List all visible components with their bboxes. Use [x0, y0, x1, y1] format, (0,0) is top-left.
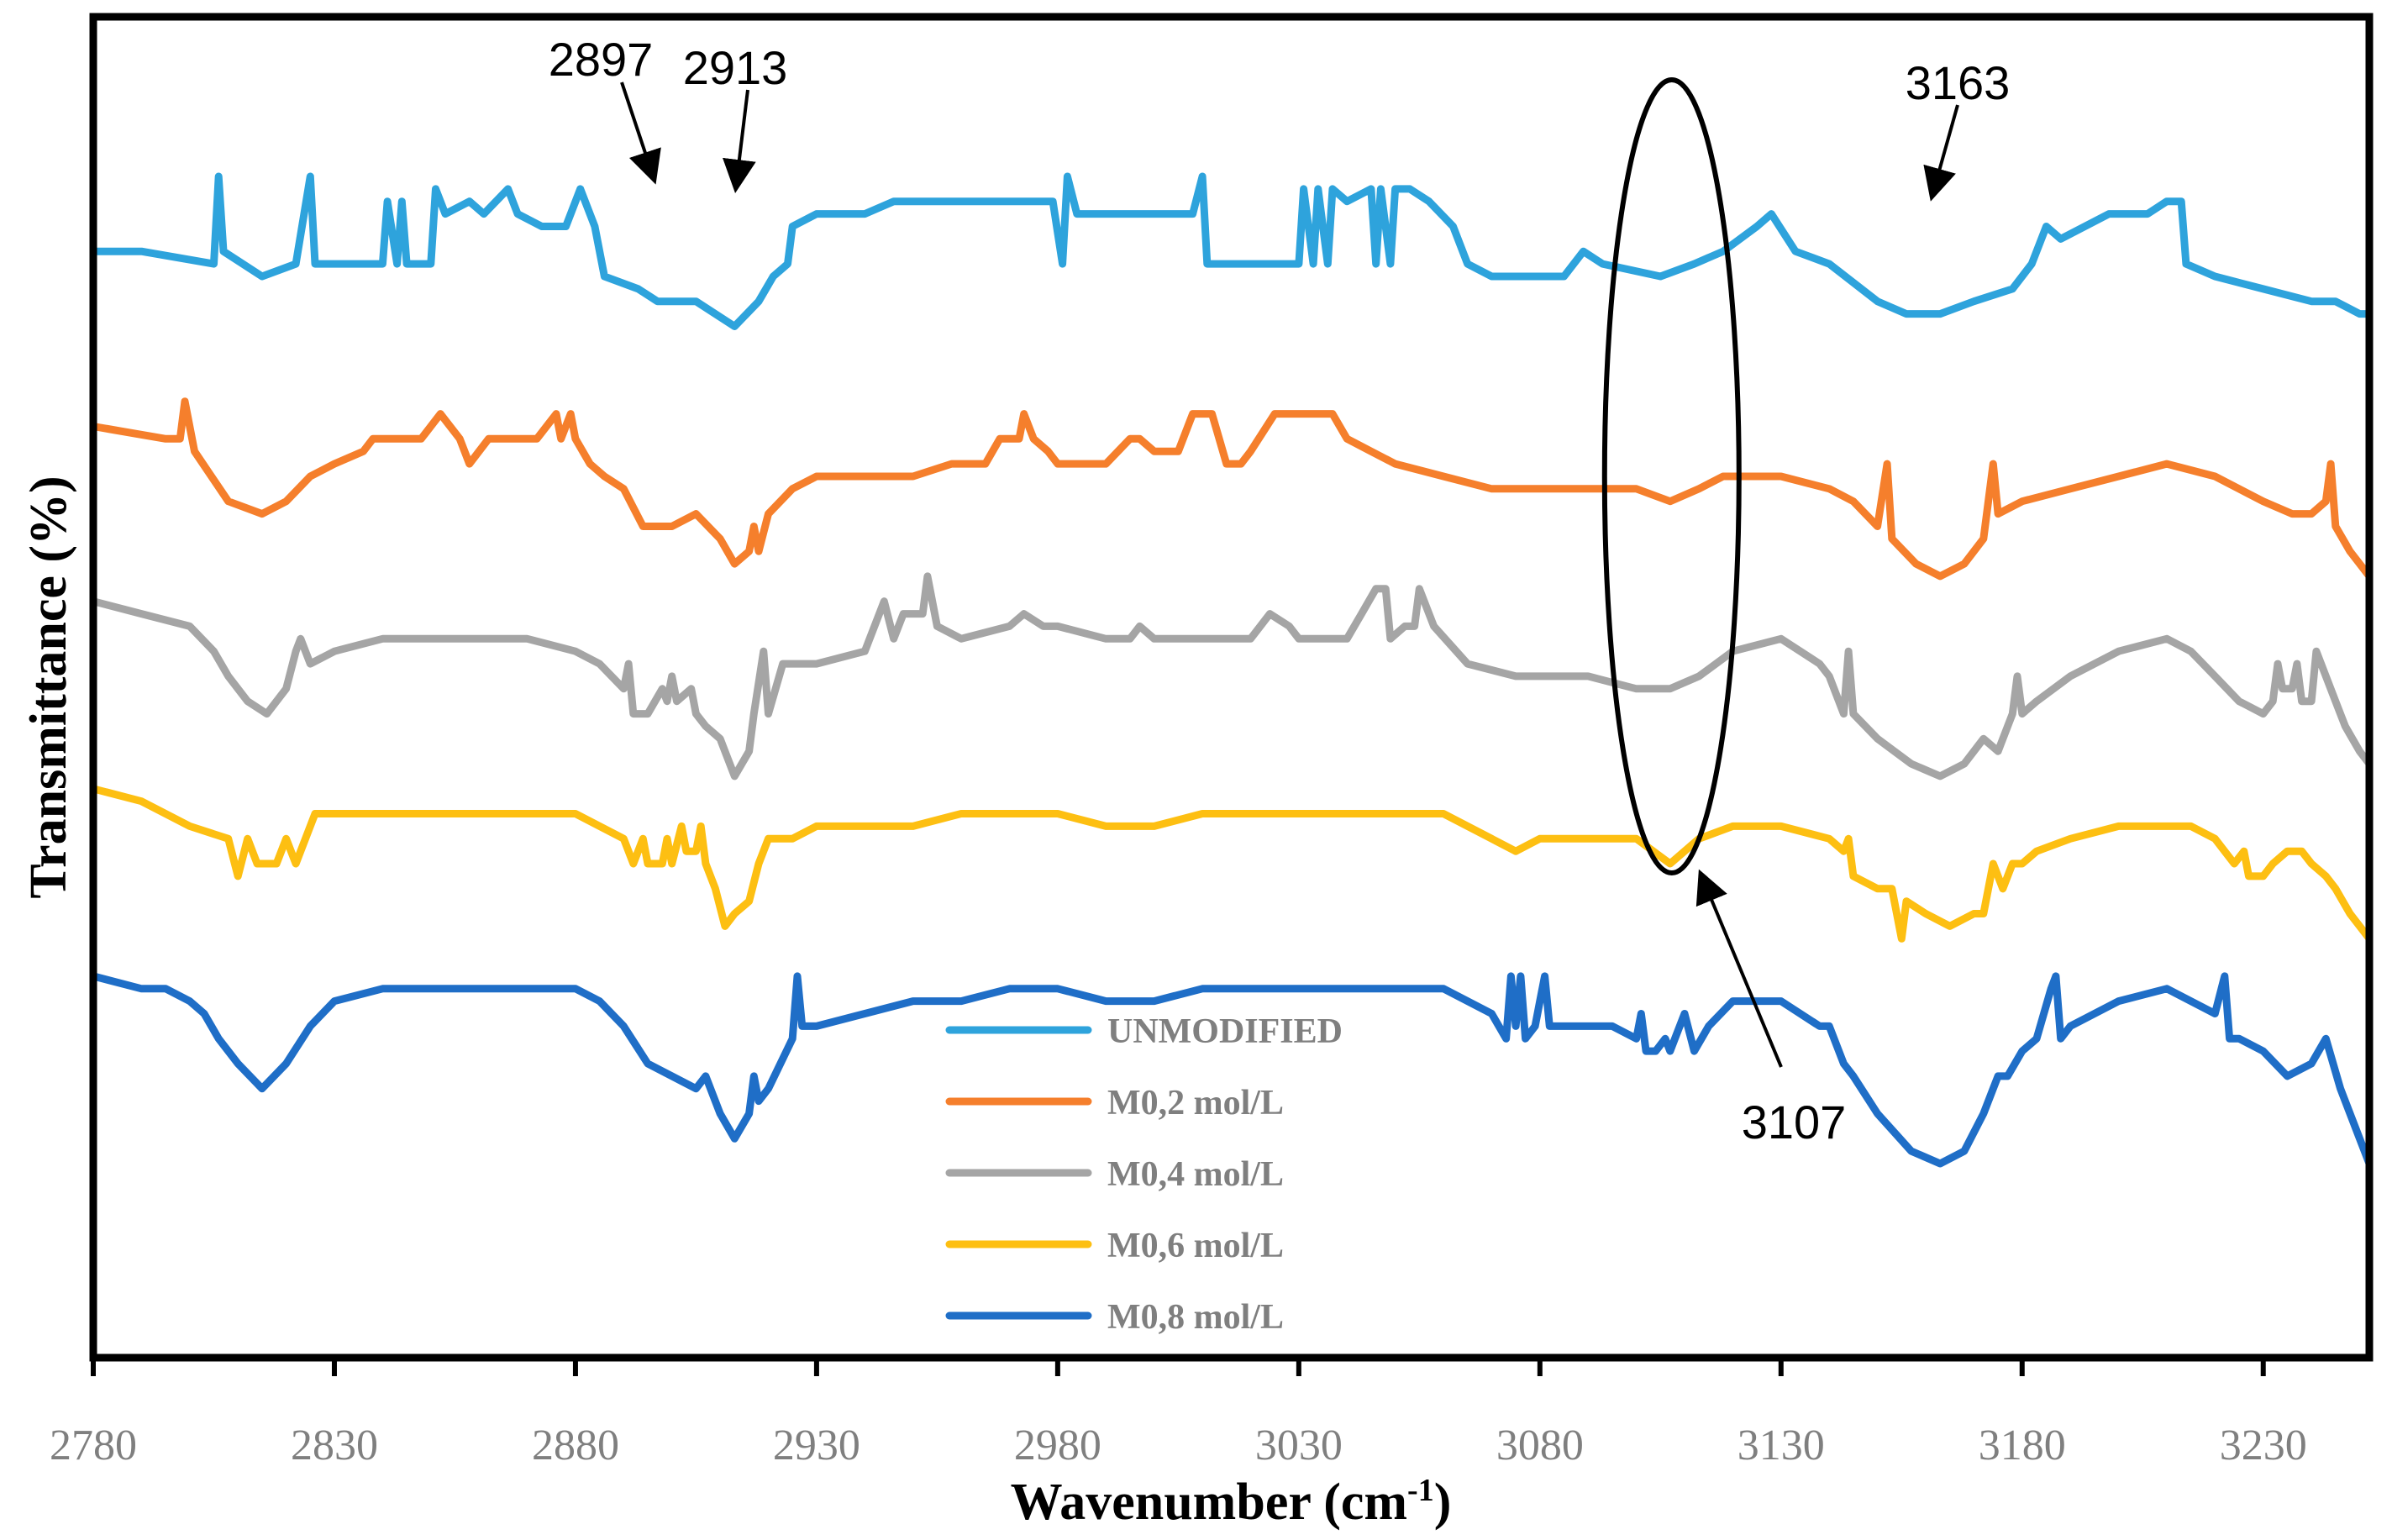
x-axis-title-sup: -1 [1407, 1473, 1434, 1508]
series-line-3 [89, 785, 2374, 943]
x-tick-label-6: 3080 [1496, 1422, 1584, 1469]
x-tick-label-0: 2780 [50, 1422, 137, 1469]
annotation-layer: 2897 2913 3163 3107 [549, 33, 2011, 1148]
legend: UNMODIFIED M0,2 mol/L M0,4 mol/L M0,6 mol/L… [945, 1012, 1343, 1337]
legend-label-3: M0,6 mol/L [1107, 1227, 1284, 1265]
x-axis-title-tail: ) [1434, 1474, 1452, 1531]
plot-area-frame [89, 13, 2374, 1362]
annotation-label-3: 3107 [1742, 1096, 1847, 1148]
series-line-4 [89, 972, 2374, 1168]
x-axis-ticks: 2780 2830 2880 2930 2980 3030 3080 3130 3180 3230 [50, 1358, 2307, 1469]
legend-label-2: M0,4 mol/L [1107, 1155, 1284, 1194]
x-axis-title-main: Wavenumber (cm [1011, 1474, 1407, 1531]
annotation-arrow-3 [1695, 869, 1783, 1068]
annotation-label-0: 2897 [549, 33, 654, 86]
highlight-ellipse [1601, 77, 1742, 875]
series-line-0 [89, 172, 2374, 330]
y-axis-title: Transmittance (%) [20, 476, 77, 898]
x-tick-label-5: 3030 [1255, 1422, 1343, 1469]
x-axis-title: Wavenumber (cm-1) [1011, 1473, 1452, 1531]
annotation-arrow-0 [620, 81, 661, 185]
x-tick-label-1: 2830 [291, 1422, 378, 1469]
legend-label-0: UNMODIFIED [1107, 1012, 1343, 1051]
series-line-1 [89, 397, 2374, 581]
x-tick-label-8: 3180 [1979, 1422, 2066, 1469]
annotation-label-2: 3163 [1906, 56, 2011, 109]
legend-label-1: M0,2 mol/L [1107, 1084, 1284, 1122]
x-tick-label-7: 3130 [1737, 1422, 1825, 1469]
annotation-arrow-1 [723, 89, 756, 193]
x-tick-label-2: 2880 [532, 1422, 619, 1469]
series-line-2 [89, 572, 2374, 781]
x-tick-label-9: 3230 [2220, 1422, 2307, 1469]
series-layer [89, 172, 2374, 1168]
legend-label-4: M0,8 mol/L [1107, 1298, 1284, 1337]
annotation-arrow-2 [1923, 104, 1959, 202]
x-tick-label-4: 2980 [1014, 1422, 1101, 1469]
x-tick-label-3: 2930 [773, 1422, 860, 1469]
annotation-label-1: 2913 [683, 41, 788, 94]
